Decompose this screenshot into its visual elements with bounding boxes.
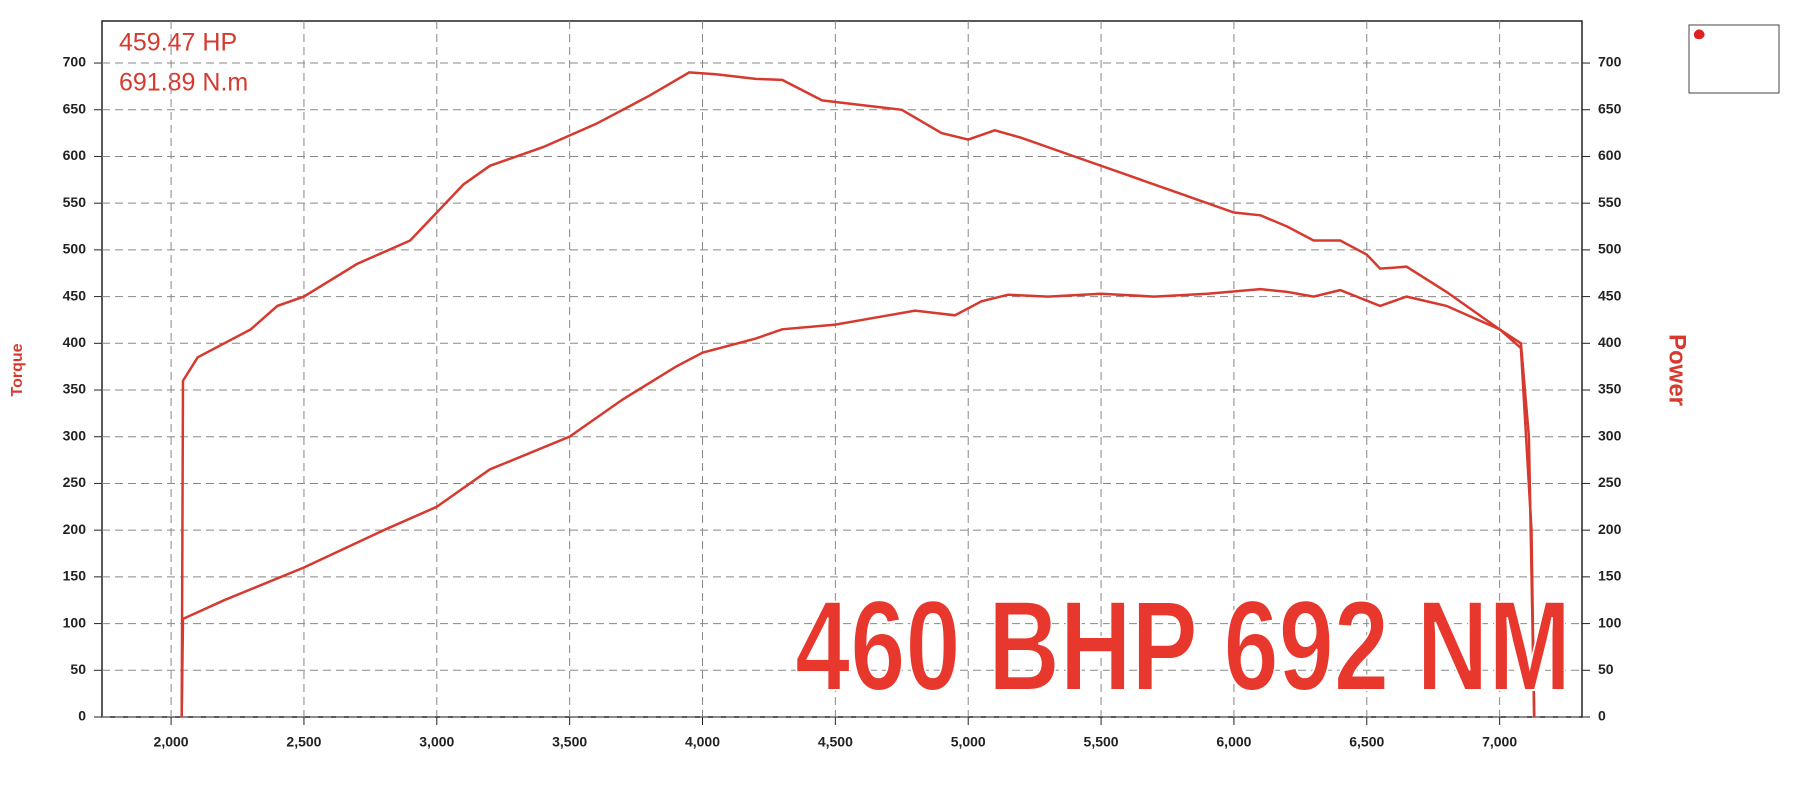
x-tick-label: 4,000 bbox=[685, 734, 720, 750]
x-tick-label: 4,500 bbox=[818, 734, 853, 750]
y2-tick-label: 0 bbox=[1598, 708, 1606, 724]
annotation: 459.47 HP bbox=[119, 29, 237, 57]
y2-tick-label: 700 bbox=[1598, 54, 1622, 70]
y2-tick-label: 600 bbox=[1598, 147, 1622, 163]
y2-tick-label: 450 bbox=[1598, 287, 1622, 303]
y-tick-label: 50 bbox=[70, 661, 86, 677]
y-tick-label: 100 bbox=[63, 614, 87, 630]
y-tick-label: 400 bbox=[63, 334, 87, 350]
y-tick-label: 250 bbox=[63, 474, 87, 490]
y2-tick-label: 500 bbox=[1598, 241, 1622, 257]
x-tick-label: 3,000 bbox=[419, 734, 454, 750]
y2-tick-label: 150 bbox=[1598, 568, 1622, 584]
x-tick-label: 2,000 bbox=[154, 734, 189, 750]
series-line bbox=[180, 287, 1536, 718]
legend-icon bbox=[1693, 29, 1705, 40]
plot-frame bbox=[101, 20, 1583, 718]
y-tick-label: 450 bbox=[63, 287, 87, 303]
x-tick-label: 6,500 bbox=[1349, 734, 1384, 750]
y2-tick-label: 200 bbox=[1598, 521, 1622, 537]
y-tick-label: 150 bbox=[63, 568, 87, 584]
y2-tick-label: 650 bbox=[1598, 100, 1622, 116]
y-tick-label: 500 bbox=[63, 241, 87, 257]
y2-axis-title: Power bbox=[1664, 334, 1691, 406]
y-axis-title: Torque bbox=[9, 343, 26, 396]
y2-tick-label: 100 bbox=[1598, 614, 1622, 630]
annotation: 691.89 N.m bbox=[119, 69, 248, 97]
x-tick-label: 6,000 bbox=[1216, 734, 1251, 750]
y2-tick-label: 250 bbox=[1598, 474, 1622, 490]
x-tick-label: 3,500 bbox=[552, 734, 587, 750]
y-tick-label: 300 bbox=[63, 427, 87, 443]
x-tick-label: 5,500 bbox=[1084, 734, 1119, 750]
y2-tick-label: 50 bbox=[1598, 661, 1614, 677]
y2-tick-label: 350 bbox=[1598, 381, 1622, 397]
x-tick-label: 7,000 bbox=[1482, 734, 1517, 750]
y-tick-label: 0 bbox=[78, 708, 86, 724]
x-tick-label: 5,000 bbox=[951, 734, 986, 750]
series-line bbox=[180, 71, 1536, 718]
y-tick-label: 650 bbox=[63, 100, 87, 116]
y2-tick-label: 550 bbox=[1598, 194, 1622, 210]
y-tick-label: 350 bbox=[63, 381, 87, 397]
y2-tick-label: 400 bbox=[1598, 334, 1622, 350]
y-tick-label: 600 bbox=[63, 147, 87, 163]
y-tick-label: 550 bbox=[63, 194, 87, 210]
x-tick-label: 2,500 bbox=[286, 734, 321, 750]
y2-tick-label: 300 bbox=[1598, 427, 1622, 443]
headline: 460 BHP 692 NM bbox=[795, 575, 1571, 718]
y-tick-label: 700 bbox=[63, 54, 87, 70]
y-tick-label: 200 bbox=[63, 521, 87, 537]
